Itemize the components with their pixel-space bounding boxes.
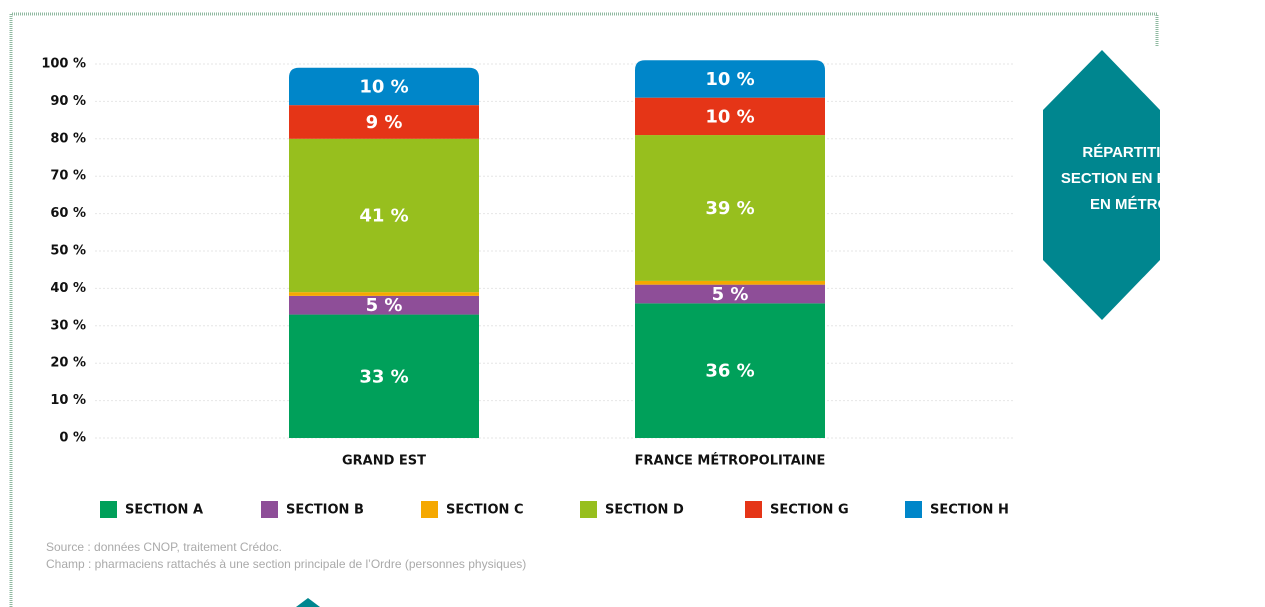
legend-label: SECTION G <box>770 503 849 518</box>
data-label: 39 % <box>705 198 754 219</box>
source-note: Champ : pharmaciens rattachés à une sect… <box>46 557 526 571</box>
legend-swatch <box>100 501 117 518</box>
bar-segment <box>289 295 479 315</box>
legend-swatch <box>905 501 922 518</box>
small-hexagon <box>296 598 320 607</box>
bar-segment <box>635 97 825 136</box>
bar-segment <box>289 67 479 106</box>
legend-label: SECTION A <box>125 503 203 518</box>
y-tick-label: 20 % <box>50 356 86 371</box>
x-tick-label: FRANCE MÉTROPOLITAINE <box>635 453 826 469</box>
legend-swatch <box>421 501 438 518</box>
hexagon <box>1043 50 1160 320</box>
bar-segment <box>635 284 825 304</box>
y-tick-label: 80 % <box>50 131 86 146</box>
data-label: 5 % <box>366 295 403 316</box>
y-tick-label: 70 % <box>50 169 86 184</box>
bar-segment <box>635 135 825 281</box>
y-tick-label: 60 % <box>50 206 86 221</box>
legend-label: SECTION B <box>286 503 364 518</box>
bar-segment <box>635 280 825 285</box>
data-label: 33 % <box>359 366 408 387</box>
bar-segment <box>289 314 479 438</box>
y-tick-label: 90 % <box>50 94 86 109</box>
y-tick-label: 50 % <box>50 244 86 259</box>
legend-swatch <box>261 501 278 518</box>
data-label: 10 % <box>705 106 754 127</box>
legend-label: SECTION C <box>446 503 524 518</box>
hexagon-title: RÉPARTITION PAR SECTION EN RÉGION ET EN … <box>1060 144 1240 213</box>
legend-swatch <box>745 501 762 518</box>
bar-segment <box>289 292 479 296</box>
bar-segment <box>289 138 479 293</box>
bar-segment <box>635 60 825 98</box>
data-label: 9 % <box>366 112 403 133</box>
legend-swatch <box>580 501 597 518</box>
y-tick-label: 30 % <box>50 318 86 333</box>
legend-label: SECTION H <box>930 503 1009 518</box>
source-note: Source : données CNOP, traitement Crédoc… <box>46 540 282 554</box>
data-label: 5 % <box>712 284 749 305</box>
x-tick-label: GRAND EST <box>342 454 426 469</box>
frame <box>9 12 1159 607</box>
bar-segment <box>635 303 825 438</box>
bar-segment <box>289 105 479 139</box>
y-tick-label: 100 % <box>41 57 86 72</box>
data-label: 10 % <box>359 76 408 97</box>
y-tick-label: 40 % <box>50 281 86 296</box>
data-label: 41 % <box>359 205 408 226</box>
y-tick-label: 0 % <box>59 431 86 446</box>
legend-label: SECTION D <box>605 503 684 518</box>
data-label: 10 % <box>705 69 754 90</box>
data-label: 36 % <box>705 361 754 382</box>
y-tick-label: 10 % <box>50 393 86 408</box>
